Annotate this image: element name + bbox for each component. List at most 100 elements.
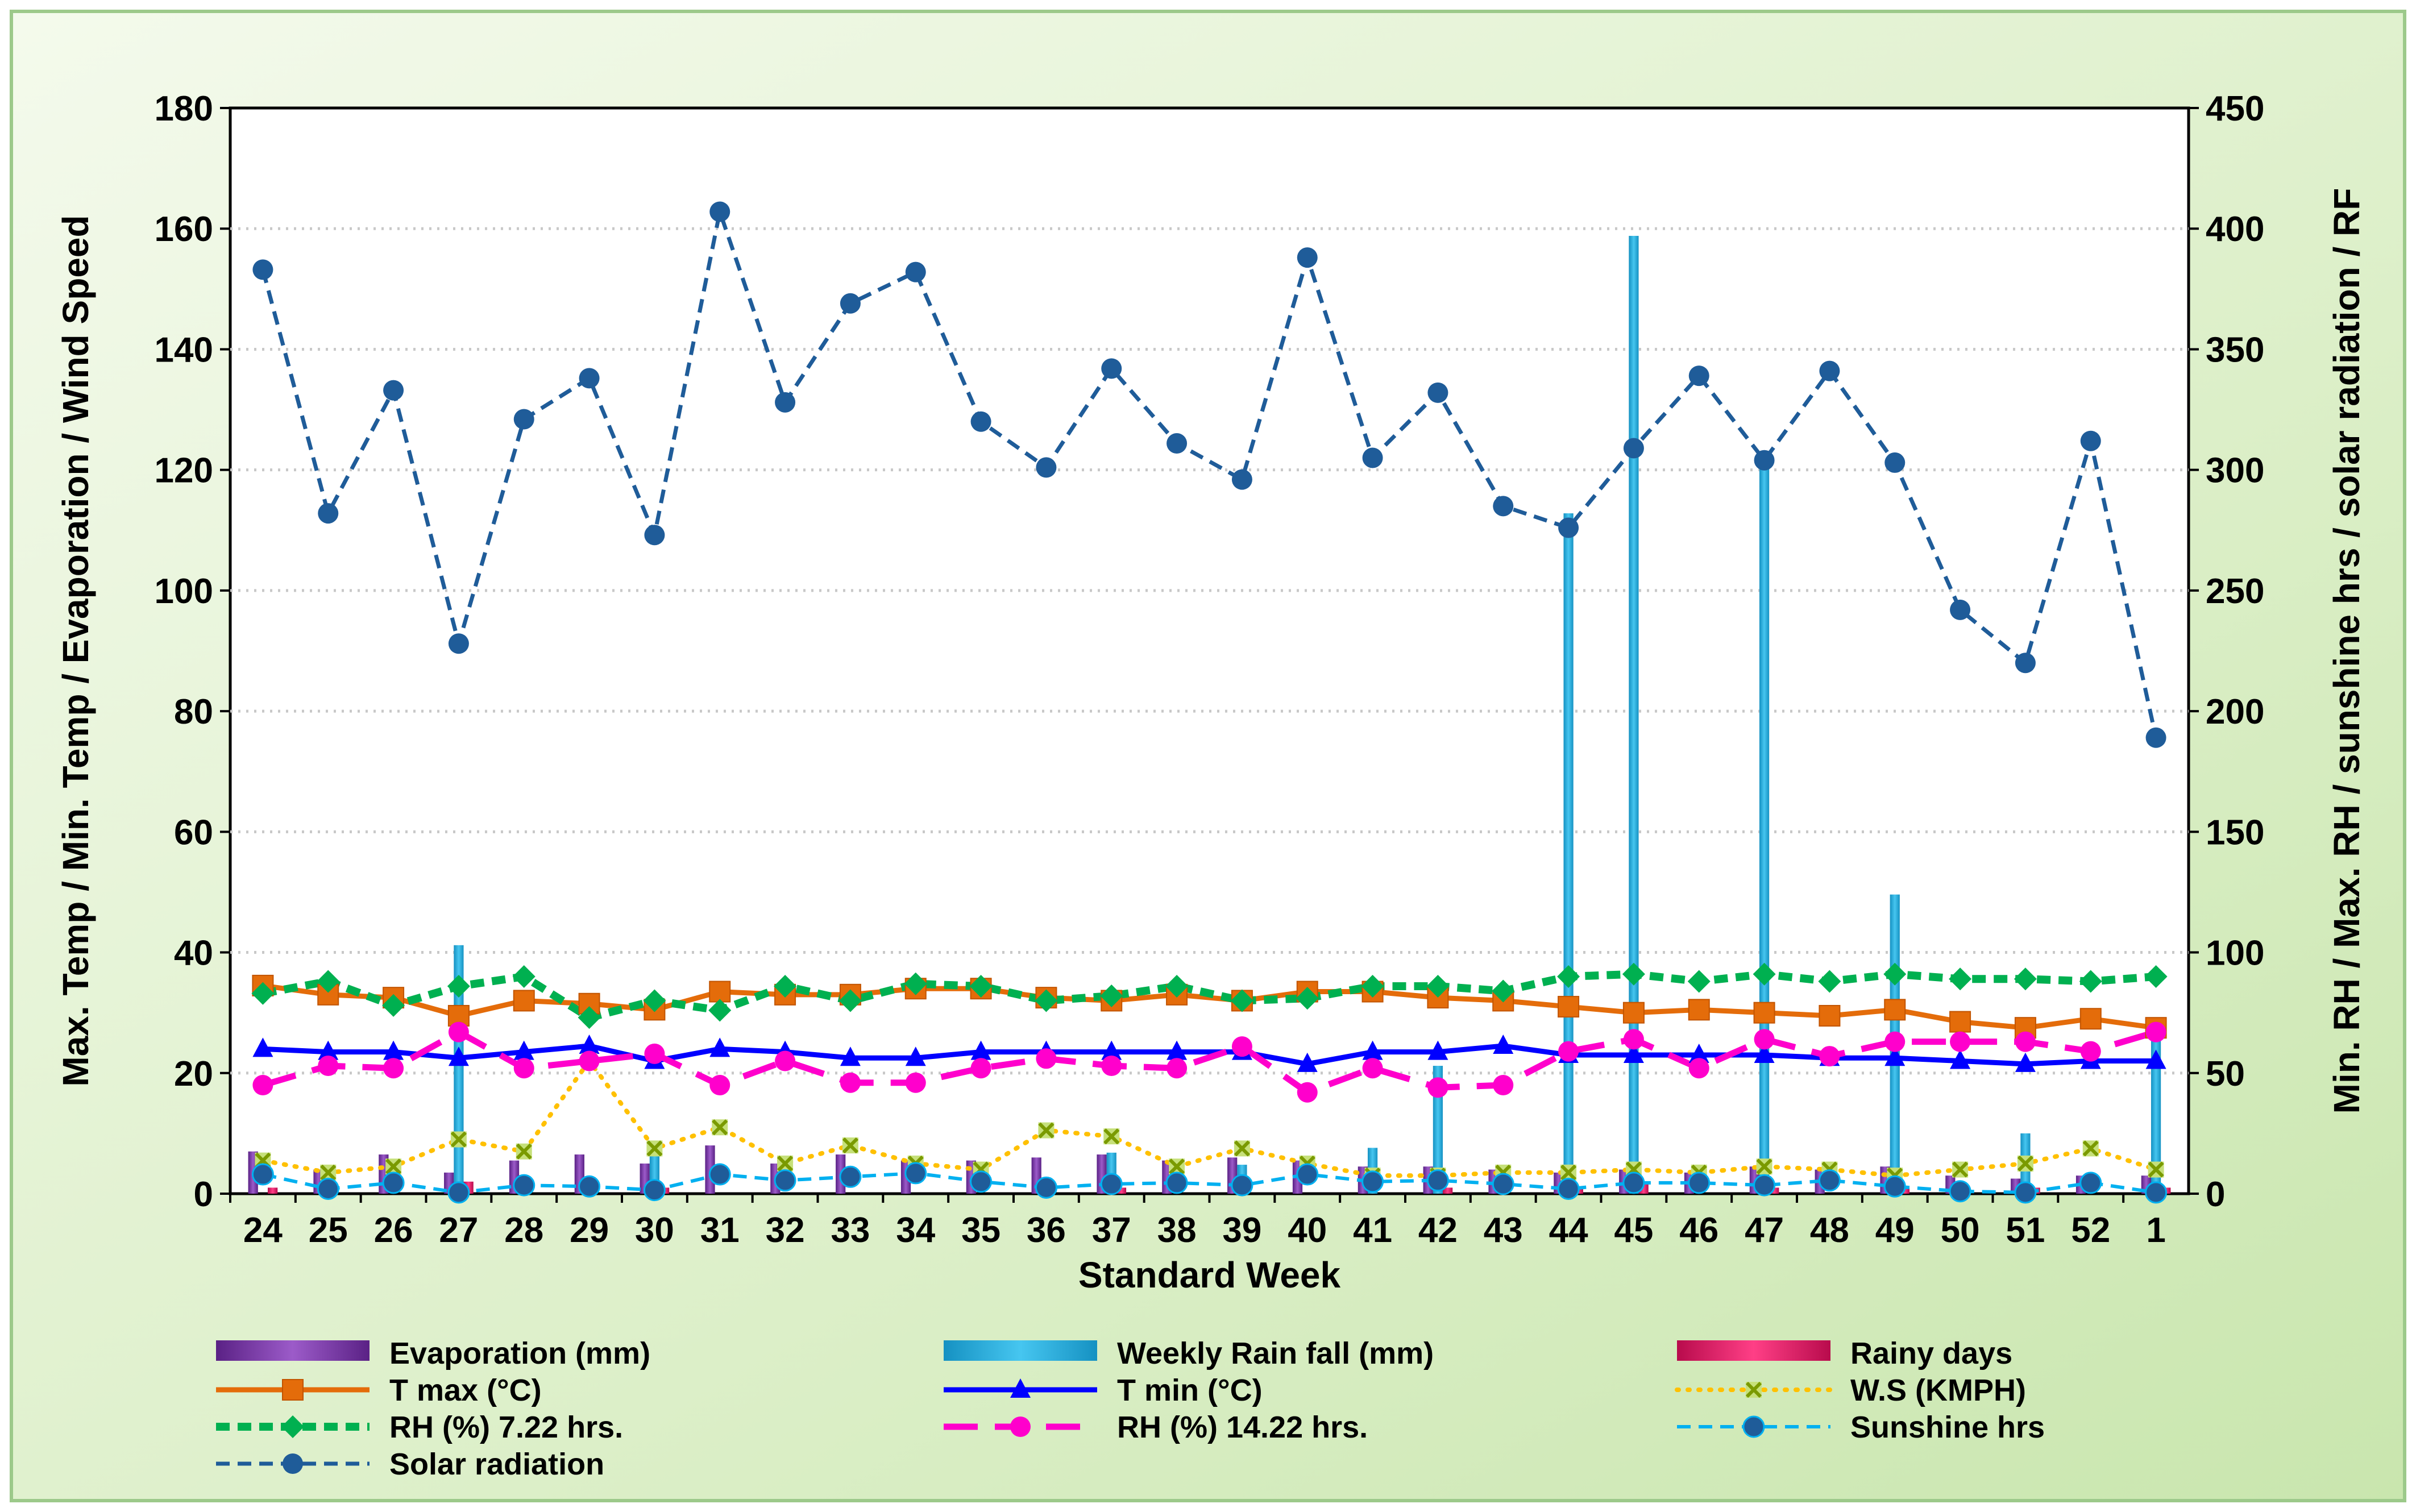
point-rh-7-22-hrs	[1426, 974, 1450, 998]
y-right-tick-label: 150	[2206, 813, 2264, 852]
point-solar-radiation	[2145, 727, 2166, 748]
point-t-min-c	[1754, 1043, 1775, 1063]
y-left-axis-title: Max. Temp / Min. Temp / Evaporation / Wi…	[55, 215, 96, 1086]
point-w-s-kmph	[646, 1140, 663, 1157]
point-solar-radiation	[383, 380, 404, 401]
point-solar-radiation	[1950, 599, 1971, 620]
point-w-s-kmph	[450, 1131, 467, 1148]
x-tick-label: 32	[766, 1211, 805, 1250]
point-t-min-c	[970, 1040, 991, 1060]
legend: Evaporation (mm) Weekly Rain fall (mm) Rai…	[216, 1336, 2045, 1481]
point-sunshine-hrs	[1622, 1172, 1645, 1194]
x-tick-label: 49	[1875, 1211, 1915, 1250]
legend-label-rh-7-22-hrs: RH (%) 7.22 hrs.	[389, 1410, 623, 1444]
point-sunshine-hrs	[1426, 1169, 1449, 1192]
point-t-max-c	[2079, 1008, 2102, 1030]
point-solar-radiation	[1231, 469, 1252, 490]
legend-marker-solar-radiation	[283, 1453, 303, 1474]
point-t-max-c	[1949, 1011, 1971, 1033]
x-tick-label: 29	[570, 1211, 609, 1250]
point-rh-14-22-hrs	[840, 1072, 861, 1093]
point-sunshine-hrs	[1035, 1176, 1057, 1199]
point-t-min-c	[448, 1046, 469, 1066]
point-rh-7-22-hrs	[904, 972, 927, 995]
point-rh-14-22-hrs	[1101, 1056, 1122, 1077]
point-rh-7-22-hrs	[1165, 974, 1189, 998]
legend-label-rainy-days: Rainy days	[1850, 1336, 2012, 1370]
point-t-min-c	[1950, 1049, 1971, 1069]
y-left-tick-label: 140	[155, 330, 213, 369]
point-sunshine-hrs	[839, 1165, 862, 1188]
point-w-s-kmph	[2082, 1140, 2099, 1157]
point-w-s-kmph	[1234, 1140, 1251, 1157]
point-t-min-c	[709, 1037, 730, 1057]
point-rh-14-22-hrs	[1884, 1031, 1906, 1052]
point-rh-7-22-hrs	[643, 989, 666, 1012]
line-rh-14-22-hrs	[261, 1029, 2157, 1096]
point-sunshine-hrs	[1557, 1178, 1580, 1201]
point-rh-14-22-hrs	[709, 1075, 730, 1095]
point-rh-7-22-hrs	[382, 994, 405, 1017]
point-solar-radiation	[709, 201, 730, 222]
line-t-min-c	[263, 1043, 2156, 1067]
point-solar-radiation	[1297, 247, 1318, 268]
point-rh-7-22-hrs	[1100, 984, 1123, 1007]
line-solar-radiation	[261, 210, 2158, 738]
point-sunshine-hrs	[1361, 1170, 1384, 1193]
point-solar-radiation	[840, 293, 861, 314]
point-rh-14-22-hrs	[1036, 1048, 1057, 1069]
y-right-tick-label: 0	[2206, 1175, 2225, 1214]
legend-label-rh-14-22-hrs: RH (%) 14.22 hrs.	[1117, 1410, 1368, 1444]
point-rh-7-22-hrs	[1492, 979, 1515, 1003]
point-rh-14-22-hrs	[383, 1058, 404, 1079]
legend-label-solar-radiation: Solar radiation	[389, 1447, 604, 1481]
point-t-max-c	[1753, 1002, 1775, 1024]
point-solar-radiation	[1427, 382, 1448, 403]
x-tick-label: 1	[2146, 1211, 2165, 1250]
point-sunshine-hrs	[1296, 1163, 1319, 1186]
point-sunshine-hrs	[1949, 1180, 1971, 1203]
line-t-max-c	[262, 983, 2157, 1031]
y-right-tick-label: 450	[2206, 89, 2264, 128]
point-t-min-c	[513, 1040, 534, 1060]
point-w-s-kmph	[1103, 1128, 1120, 1145]
point-rh-7-22-hrs	[2014, 967, 2037, 991]
point-w-s-kmph	[1168, 1158, 1185, 1175]
legend-label-weekly-rain-fall-mm: Weekly Rain fall (mm)	[1117, 1336, 1434, 1370]
point-sunshine-hrs	[1231, 1174, 1253, 1197]
legend-swatch-evaporation-mm	[216, 1340, 370, 1361]
marker-group	[251, 201, 2168, 1204]
point-rh-14-22-hrs	[1950, 1031, 1971, 1052]
point-w-s-kmph	[320, 1164, 337, 1181]
point-rh-14-22-hrs	[1167, 1058, 1188, 1079]
point-rh-7-22-hrs	[578, 1006, 601, 1029]
point-rh-7-22-hrs	[1753, 962, 1776, 986]
point-sunshine-hrs	[513, 1174, 535, 1197]
point-sunshine-hrs	[251, 1163, 274, 1186]
legend-marker-sunshine-hrs	[1742, 1415, 1765, 1438]
line-w-s-kmph	[260, 1058, 2158, 1178]
point-w-s-kmph	[385, 1158, 402, 1175]
y-left-tick-label: 20	[174, 1054, 213, 1094]
point-rh-14-22-hrs	[1558, 1041, 1579, 1062]
x-tick-label: 42	[1418, 1211, 1458, 1250]
point-rh-7-22-hrs	[1035, 989, 1058, 1012]
point-t-max-c	[709, 981, 731, 1003]
point-rh-7-22-hrs	[1230, 989, 1253, 1012]
point-rh-7-22-hrs	[774, 974, 797, 998]
point-solar-radiation	[448, 633, 469, 654]
point-rh-14-22-hrs	[1297, 1082, 1318, 1103]
x-tick-label: 52	[2071, 1211, 2110, 1250]
point-solar-radiation	[513, 409, 534, 430]
point-solar-radiation	[252, 259, 273, 280]
legend-label-t-min-c: T min (°C)	[1117, 1373, 1263, 1407]
y-right-tick-label: 400	[2206, 210, 2264, 249]
x-tick-label: 41	[1353, 1211, 1392, 1250]
point-rh-14-22-hrs	[1623, 1029, 1644, 1050]
point-solar-radiation	[1754, 450, 1775, 471]
point-rh-14-22-hrs	[2145, 1021, 2166, 1042]
y-right-tick-label: 250	[2206, 572, 2264, 611]
y-left-tick-label: 80	[174, 692, 213, 732]
point-t-max-c	[1884, 999, 1906, 1021]
